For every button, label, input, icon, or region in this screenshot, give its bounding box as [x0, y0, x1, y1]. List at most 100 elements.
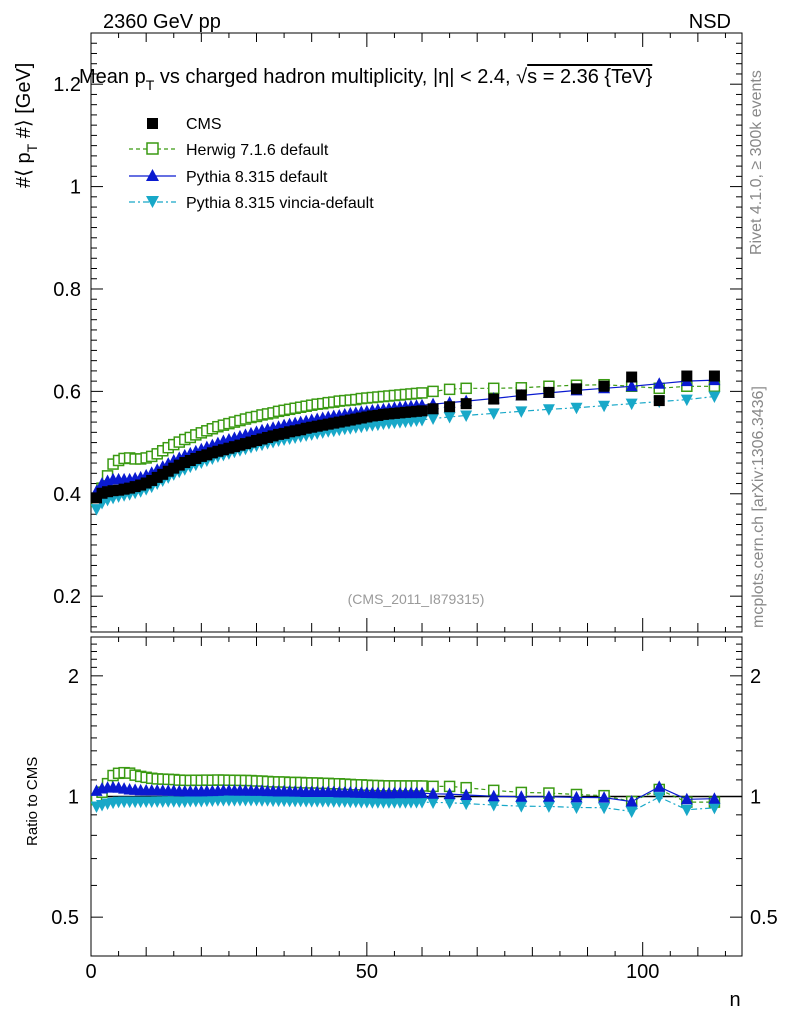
data-point-cms [151, 471, 163, 483]
data-point-cms [179, 457, 191, 469]
y-tick-label: 0.2 [53, 586, 81, 608]
data-point-cms [228, 441, 240, 453]
data-point-vincia [680, 394, 693, 407]
rivet-note: Rivet 4.1.0, ≥ 300k events [748, 70, 765, 255]
data-point-cms [543, 386, 555, 398]
legend-marker-vincia [146, 196, 159, 208]
data-point-cms [201, 449, 213, 461]
data-point-cms [118, 483, 130, 495]
data-point-cms [168, 462, 180, 474]
ratio-point-vincia [680, 804, 693, 817]
data-point-cms [388, 407, 400, 419]
ratio-y-tick-label-right: 1 [750, 787, 761, 809]
data-point-cms [157, 468, 169, 480]
legend-label-herwig: Herwig 7.1.6 default [186, 142, 329, 159]
data-point-cms [570, 383, 582, 395]
data-point-cms [416, 405, 428, 417]
data-point-cms [653, 395, 665, 407]
ratio-point-pythia [680, 792, 693, 805]
data-point-cms [262, 431, 274, 443]
ratio-point-pythia [487, 789, 500, 802]
y-tick-label: 0.8 [53, 279, 81, 301]
data-point-cms [91, 492, 103, 504]
data-point-cms [234, 439, 246, 451]
data-point-cms [278, 427, 290, 439]
data-point-cms [399, 406, 411, 418]
data-point-cms [515, 389, 527, 401]
x-axis-label: n [729, 989, 740, 1011]
legend-item-herwig: Herwig 7.1.6 default [129, 142, 329, 159]
data-point-cms [444, 401, 456, 413]
data-point-cms [383, 408, 395, 420]
top-plot-frame [90, 32, 743, 633]
data-point-cms [377, 408, 389, 420]
data-point-vincia [598, 400, 611, 413]
ratio-point-vincia [653, 792, 666, 804]
ratio-point-vincia [416, 797, 429, 809]
data-point-cms [267, 430, 279, 442]
header-left: 2360 GeV pp [103, 11, 221, 33]
data-point-cms [102, 486, 114, 498]
data-point-cms [140, 477, 152, 489]
data-point-cms [333, 416, 345, 428]
data-point-cms [306, 421, 318, 433]
data-point-cms [284, 426, 296, 438]
data-point-cms [96, 487, 108, 499]
data-point-herwig [460, 382, 472, 395]
legend-marker-pythia [146, 169, 159, 181]
mcplots-note: mcplots.cern.ch [arXiv:1306.3436] [750, 386, 767, 628]
data-point-cms [708, 370, 720, 382]
data-point-herwig [427, 385, 439, 398]
data-point-cms [361, 411, 373, 423]
data-point-cms [256, 433, 268, 445]
y-tick-label: 1.2 [53, 74, 81, 96]
data-point-cms [350, 413, 362, 425]
data-point-cms [405, 406, 417, 418]
data-point-cms [681, 370, 693, 382]
ratio-point-vincia [570, 802, 583, 814]
ratio-point-pythia [515, 790, 528, 802]
y-tick-label: 0.6 [53, 381, 81, 403]
legend-item-cms: CMS [147, 116, 222, 133]
ratio-y-axis-label: Ratio to CMS [24, 757, 41, 846]
ratio-point-vincia [443, 797, 456, 810]
data-point-cms [598, 380, 610, 392]
data-point-cms [355, 412, 367, 424]
ratio-point-pythia [570, 790, 583, 803]
data-point-vincia [570, 402, 583, 415]
legend-marker-cms [147, 118, 158, 129]
data-point-cms [245, 436, 257, 448]
data-point-cms [295, 424, 307, 436]
data-point-pythia [653, 377, 666, 389]
data-point-cms [339, 415, 351, 427]
data-point-cms [107, 485, 119, 497]
data-point-cms [173, 459, 185, 471]
legend-item-vincia: Pythia 8.315 vincia-default [129, 195, 374, 212]
data-point-vincia [460, 410, 473, 422]
ratio-point-vincia [487, 800, 500, 812]
data-point-cms [146, 474, 158, 486]
data-point-cms [460, 398, 472, 410]
data-point-vincia [427, 413, 440, 426]
data-point-vincia [542, 404, 555, 416]
legend: CMS Herwig 7.1.6 default Pythia 8.315 de… [129, 116, 374, 212]
data-point-cms [289, 425, 301, 437]
data-point-cms [162, 465, 174, 477]
data-point-cms [273, 428, 285, 440]
data-point-vincia [91, 504, 103, 516]
data-point-cms [135, 479, 147, 491]
data-point-vincia [443, 411, 456, 424]
data-point-vincia [487, 408, 500, 420]
data-point-cms [366, 410, 378, 422]
ratio-point-vincia [542, 801, 555, 813]
data-point-cms [251, 435, 263, 447]
ratio-point-pythia [542, 790, 555, 802]
data-point-cms [217, 444, 229, 456]
ratio-point-pythia [460, 788, 473, 800]
data-point-cms [195, 450, 207, 462]
data-point-herwig [416, 387, 428, 399]
ratio-point-pythia [443, 787, 456, 800]
legend-marker-herwig [146, 142, 159, 155]
data-point-cms [311, 420, 323, 432]
